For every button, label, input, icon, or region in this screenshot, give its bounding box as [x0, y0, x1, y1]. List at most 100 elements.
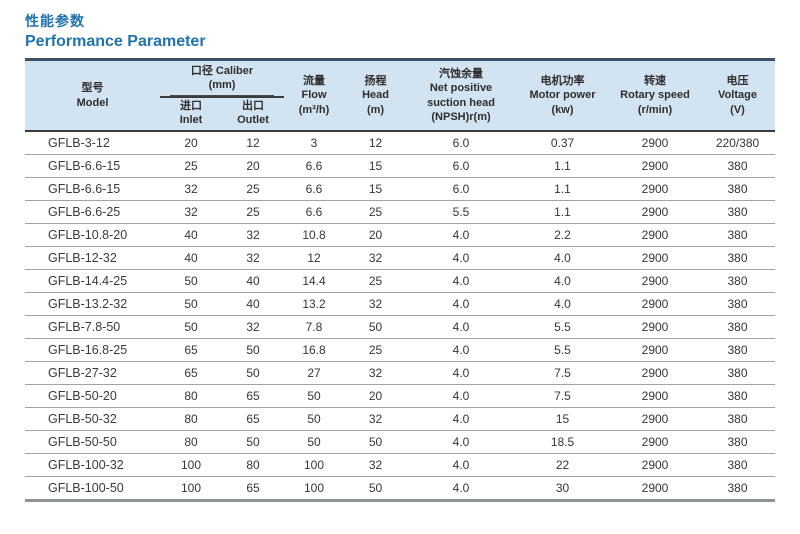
cell-head: 32	[344, 361, 408, 386]
table-row: GFLB-6.6-25 32 25 6.6 25 5.5 1.1 2900 38…	[25, 200, 776, 225]
cell-flow: 6.6	[284, 177, 345, 202]
col-header-flow-zh: 流量	[303, 75, 326, 88]
table-header: 型号 Model 口径 Caliber (mm) 流量 Flow (m³/h) …	[25, 59, 776, 133]
cell-outlet: 80	[222, 453, 285, 478]
cell-head: 12	[344, 131, 408, 156]
col-header-caliber-group: 口径 Caliber (mm)	[160, 59, 285, 98]
cell-head: 20	[344, 384, 408, 409]
page-title-en: Performance Parameter	[25, 33, 206, 50]
table-row: GFLB-50-50 80 50 50 50 4.0 18.5 2900 380	[25, 430, 776, 455]
cell-inlet: 50	[160, 315, 222, 340]
cell-model: GFLB-6.6-15	[25, 177, 160, 202]
cell-npsh: 4.0	[407, 407, 516, 432]
cell-npsh: 6.0	[407, 177, 516, 202]
cell-flow: 27	[284, 361, 345, 386]
cell-rotary-speed: 2900	[610, 407, 701, 432]
title-block: 性能参数 Performance Parameter	[0, 0, 800, 51]
col-header-model: 型号 Model	[25, 59, 160, 133]
cell-motor-power: 4.0	[515, 269, 611, 294]
cell-npsh: 6.0	[407, 154, 516, 179]
cell-outlet: 40	[222, 269, 285, 294]
cell-motor-power: 4.0	[515, 292, 611, 317]
cell-inlet: 32	[160, 177, 222, 202]
cell-inlet: 100	[160, 453, 222, 478]
cell-rotary-speed: 2900	[610, 223, 701, 248]
cell-voltage: 380	[700, 430, 776, 455]
cell-flow: 16.8	[284, 338, 345, 363]
cell-motor-power: 4.0	[515, 246, 611, 271]
cell-outlet: 32	[222, 246, 285, 271]
cell-flow: 50	[284, 430, 345, 455]
cell-model: GFLB-100-50	[48, 481, 124, 496]
cell-flow: 3	[284, 131, 345, 156]
col-header-inlet: 进口 Inlet	[160, 96, 222, 133]
cell-npsh: 4.0	[407, 292, 516, 317]
cell-head: 50	[368, 481, 383, 496]
cell-head: 32	[344, 453, 408, 478]
cell-inlet: 80	[160, 384, 222, 409]
cell-model: GFLB-7.8-50	[25, 315, 160, 340]
cell-outlet: 20	[222, 154, 285, 179]
cell-rotary-speed: 2900	[610, 430, 701, 455]
col-header-caliber-en: (mm)	[208, 79, 236, 92]
cell-voltage: 380	[700, 177, 776, 202]
cell-npsh: 4.0	[407, 361, 516, 386]
cell-inlet: 40	[160, 246, 222, 271]
cell-model: GFLB-12-32	[25, 246, 160, 271]
cell-inlet: 100	[180, 481, 202, 496]
cell-voltage: 380	[727, 481, 748, 496]
cell-outlet: 25	[222, 177, 285, 202]
cell-inlet: 32	[160, 200, 222, 225]
table-row: GFLB-14.4-25 50 40 14.4 25 4.0 4.0 2900 …	[25, 269, 776, 294]
cell-outlet: 65	[222, 384, 285, 409]
cell-rotary-speed: 2900	[610, 200, 701, 225]
cell-motor-power: 7.5	[515, 384, 611, 409]
cell-motor-power: 1.1	[515, 154, 611, 179]
col-header-caliber-zh: 口径 Caliber	[190, 65, 254, 77]
col-header-head: 扬程 Head (m)	[344, 59, 408, 133]
cell-rotary-speed: 2900	[610, 338, 701, 363]
cell-model: GFLB-14.4-25	[25, 269, 160, 294]
cell-voltage: 380	[700, 154, 776, 179]
performance-parameter-table: 型号 Model 口径 Caliber (mm) 流量 Flow (m³/h) …	[25, 58, 776, 503]
col-header-voltage-en: Voltage (V)	[718, 89, 757, 116]
cell-outlet: 40	[222, 292, 285, 317]
cell-motor-power: 1.1	[515, 177, 611, 202]
table-row: GFLB-6.6-15 32 25 6.6 15 6.0 1.1 2900 38…	[25, 177, 776, 202]
col-header-rotary-speed-en: Rotary speed (r/min)	[620, 89, 690, 116]
cell-head: 32	[344, 292, 408, 317]
cell-npsh: 4.0	[407, 453, 516, 478]
cell-head: 25	[344, 338, 408, 363]
cell-npsh: 4.0	[407, 246, 516, 271]
cell-npsh: 4.0	[407, 338, 516, 363]
cell-head: 32	[344, 246, 408, 271]
table-row: GFLB-16.8-25 65 50 16.8 25 4.0 5.5 2900 …	[25, 338, 776, 363]
col-header-head-zh: 扬程	[364, 75, 387, 88]
cell-inlet: 50	[160, 292, 222, 317]
cell-rotary-speed: 2900	[610, 384, 701, 409]
col-header-motor-power-en: Motor power (kw)	[529, 89, 596, 116]
cell-voltage: 220/380	[700, 131, 776, 156]
cell-model: GFLB-3-12	[25, 131, 160, 156]
cell-inlet: 65	[160, 338, 222, 363]
cell-voltage: 380	[700, 246, 776, 271]
cell-head: 25	[344, 200, 408, 225]
cell-npsh: 4.0	[407, 384, 516, 409]
table-body: GFLB-3-12 20 12 3 12 6.0 0.37 2900 220/3…	[25, 131, 776, 501]
cell-inlet: 80	[160, 430, 222, 455]
cell-rotary-speed: 2900	[610, 154, 701, 179]
col-header-flow: 流量 Flow (m³/h)	[284, 59, 345, 133]
cell-flow: 6.6	[284, 200, 345, 225]
caliber-group-label: 口径 Caliber (mm)	[170, 64, 275, 96]
cell-model: GFLB-50-50	[25, 430, 160, 455]
cell-voltage: 380	[700, 338, 776, 363]
cell-head: 20	[344, 223, 408, 248]
col-header-inlet-en: Inlet	[179, 113, 203, 126]
cell-inlet: 80	[160, 407, 222, 432]
cell-voltage: 380	[700, 200, 776, 225]
cell-outlet: 50	[222, 361, 285, 386]
cell-voltage: 380	[700, 269, 776, 294]
cell-motor-power: 18.5	[515, 430, 611, 455]
cell-motor-power: 1.1	[515, 200, 611, 225]
